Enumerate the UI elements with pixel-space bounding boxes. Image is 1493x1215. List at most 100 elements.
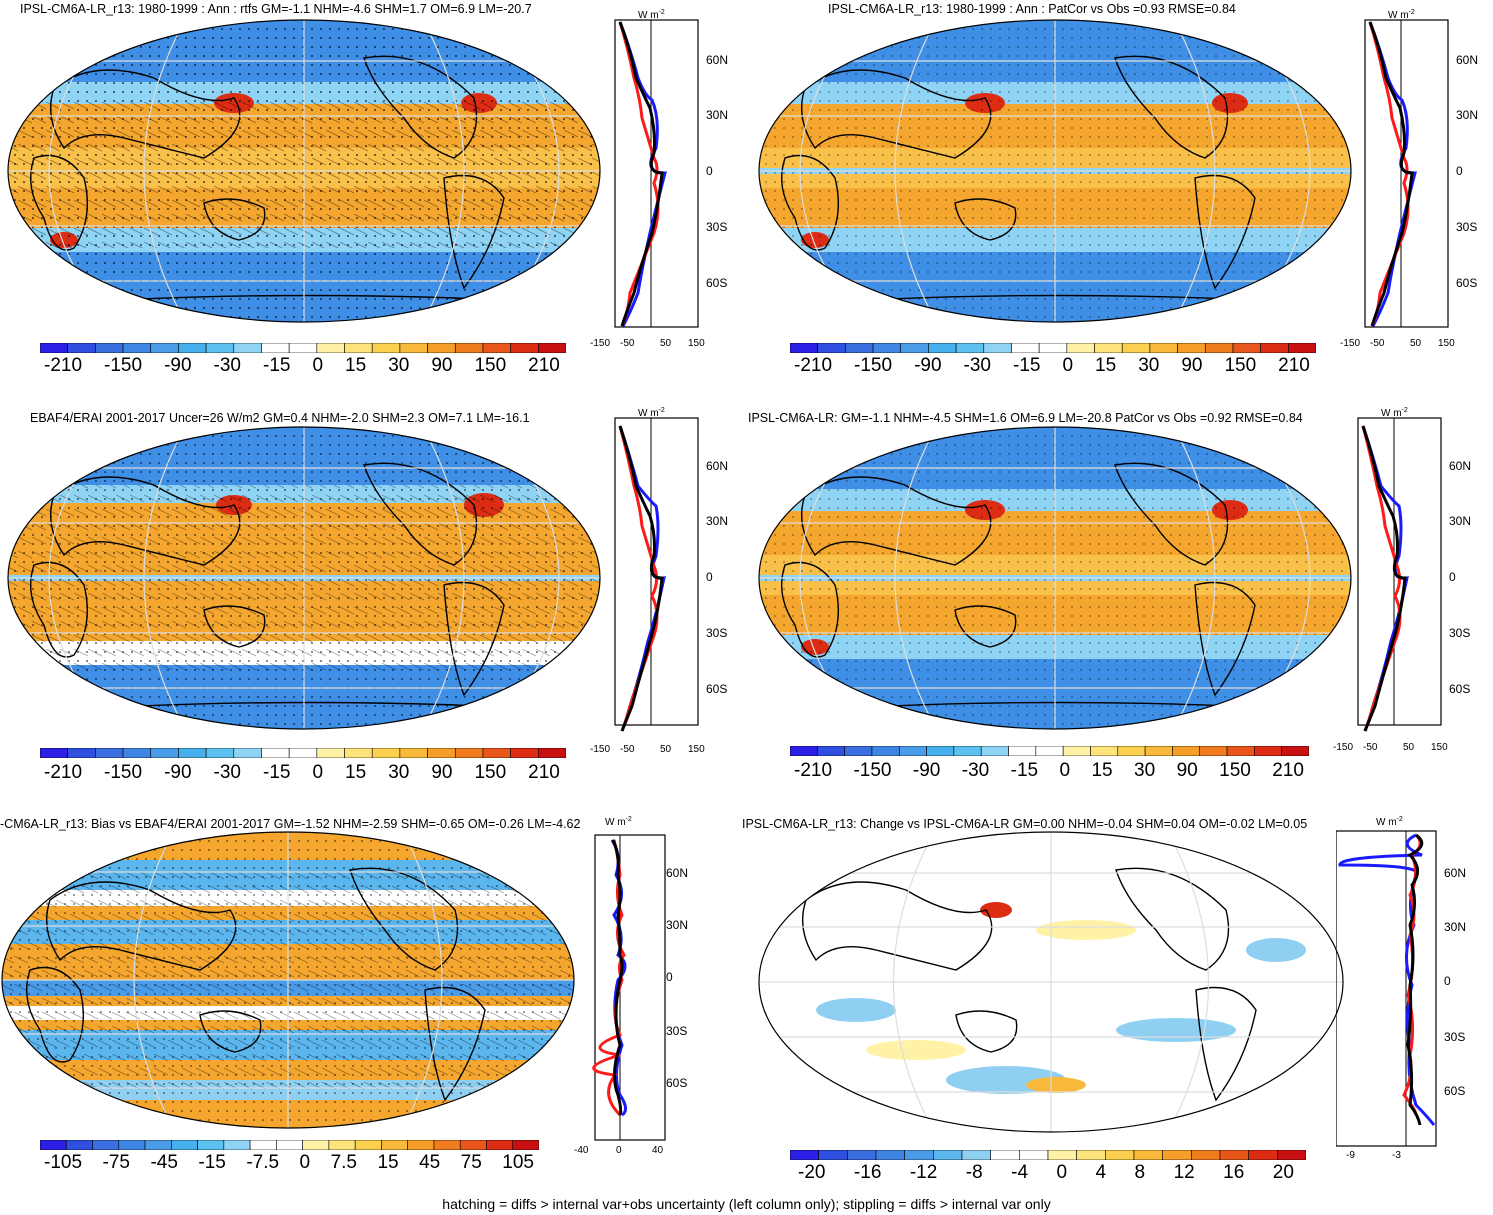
colorbar-swatch — [510, 342, 539, 354]
lat-label-60s: 60S — [1444, 1084, 1465, 1098]
panel-4-colorbar — [789, 743, 1310, 757]
colorbar-swatch — [433, 1139, 461, 1151]
colorbar-swatch — [118, 1139, 146, 1151]
lat-label-60n: 60N — [706, 459, 728, 473]
colorbar-swatch — [178, 342, 207, 354]
colorbar-swatch — [1062, 745, 1091, 757]
lat-label-eq: 0 — [666, 970, 673, 984]
lat-label-30n: 30N — [706, 108, 728, 122]
colorbar-swatch — [427, 747, 456, 759]
colorbar-swatch — [371, 342, 401, 354]
colorbar-swatch — [371, 747, 401, 759]
colorbar-swatch — [1149, 342, 1178, 354]
colorbar-swatch — [789, 342, 818, 354]
lat-label-30s: 30S — [1449, 626, 1470, 640]
x-tick: -3 — [1392, 1150, 1401, 1160]
colorbar-swatch — [482, 342, 511, 354]
lat-label-30n: 30N — [666, 918, 688, 932]
colorbar-swatch — [459, 1139, 487, 1151]
colorbar-swatch — [872, 342, 902, 354]
panel-5-zonal-profile: W m-2 60N 30N 0 30S 60S -40 0 40 — [560, 815, 710, 1160]
colorbar-swatch — [288, 342, 318, 354]
panel-2-title: IPSL-CM6A-LR_r13: 1980-1999 : Ann : PatC… — [828, 2, 1236, 16]
panel-4-zonal-profile: W m-2 60N 30N 0 30S 60S -150 -50 50 150 — [1333, 406, 1493, 757]
colorbar-swatch — [844, 745, 873, 757]
colorbar-swatch — [39, 1139, 67, 1151]
lat-label-eq: 0 — [706, 570, 713, 584]
panel-1-colorbar-labels: -210 -150 -90 -30 -15 0 15 30 90 150 210 — [44, 355, 560, 376]
colorbar-swatch — [1226, 745, 1255, 757]
colorbar-swatch — [1035, 745, 1064, 757]
footnote: hatching = diffs > internal var+obs unce… — [442, 1196, 1051, 1212]
colorbar-swatch — [789, 745, 818, 757]
colorbar-swatch — [1094, 342, 1123, 354]
colorbar-swatch — [95, 342, 124, 354]
colorbar-swatch — [39, 747, 68, 759]
lat-label-60s: 60S — [1456, 276, 1477, 290]
colorbar-swatch — [875, 1149, 905, 1161]
colorbar-swatch — [955, 342, 985, 354]
panel-3-zonal-profile: W m-2 60N 30N 0 30S 60S -150 -50 50 150 — [590, 406, 750, 757]
colorbar-swatch — [344, 747, 373, 759]
x-tick: 150 — [1438, 338, 1455, 349]
colorbar-swatch — [328, 1139, 356, 1151]
colorbar-swatch — [205, 747, 235, 759]
colorbar-swatch — [1066, 342, 1095, 354]
colorbar-swatch — [1288, 342, 1317, 354]
panel-6-colorbar — [789, 1147, 1307, 1161]
colorbar-swatch — [1277, 1149, 1307, 1161]
colorbar-swatch — [150, 342, 179, 354]
lat-label-30s: 30S — [706, 626, 727, 640]
colorbar-swatch — [381, 1139, 408, 1151]
x-tick: -50 — [1370, 338, 1385, 349]
colorbar-swatch — [178, 747, 207, 759]
colorbar-swatch — [933, 1149, 963, 1161]
colorbar-swatch — [1105, 1149, 1135, 1161]
x-tick: -150 — [590, 338, 610, 349]
lat-label-30n: 30N — [1449, 514, 1471, 528]
colorbar-swatch — [67, 342, 96, 354]
panel-3-colorbar-labels: -210 -150 -90 -30 -15 0 15 30 90 150 210 — [44, 762, 560, 783]
lat-label-30n: 30N — [1444, 920, 1466, 934]
colorbar-swatch — [223, 1139, 251, 1151]
colorbar-swatch — [904, 1149, 934, 1161]
colorbar-swatch — [316, 342, 345, 354]
colorbar-swatch — [847, 1149, 877, 1161]
colorbar-swatch — [953, 745, 982, 757]
colorbar-swatch — [205, 342, 235, 354]
colorbar-swatch — [1133, 1149, 1163, 1161]
panel-2-map — [755, 18, 1355, 324]
colorbar-swatch — [482, 747, 511, 759]
colorbar-swatch — [818, 1149, 848, 1161]
panel-3-title: EBAF4/ERAI 2001-2017 Uncer=26 W/m2 GM=0.… — [30, 411, 530, 425]
colorbar-swatch — [538, 747, 567, 759]
panel-6-title: IPSL-CM6A-LR_r13: Change vs IPSL-CM6A-LR… — [742, 817, 1308, 831]
x-tick: 40 — [652, 1145, 664, 1155]
lat-label-30s: 30S — [1444, 1030, 1465, 1044]
colorbar-swatch — [1076, 1149, 1106, 1161]
colorbar-swatch — [65, 1139, 93, 1151]
x-tick: 50 — [660, 744, 672, 752]
x-tick: -150 — [590, 744, 610, 752]
colorbar-swatch — [486, 1139, 514, 1151]
colorbar-swatch — [233, 747, 262, 759]
x-tick: -150 — [1333, 742, 1353, 752]
colorbar-swatch — [900, 342, 929, 354]
x-tick: 50 — [1403, 742, 1415, 752]
lat-label-30s: 30S — [706, 220, 727, 234]
colorbar-swatch — [1204, 342, 1234, 354]
lat-label-30n: 30N — [706, 514, 728, 528]
colorbar-swatch — [316, 747, 345, 759]
panel-5-colorbar — [39, 1137, 540, 1151]
colorbar-swatch — [1144, 745, 1173, 757]
colorbar-swatch — [302, 1139, 330, 1151]
colorbar-swatch — [122, 747, 152, 759]
panel-1-units: W m-2 — [638, 9, 665, 21]
x-tick: 150 — [1431, 742, 1448, 752]
panel-3-units: W m-2 — [638, 407, 665, 419]
colorbar-swatch — [171, 1139, 198, 1151]
lat-label-60n: 60N — [706, 53, 728, 67]
colorbar-swatch — [454, 747, 484, 759]
panel-2-units: W m-2 — [1388, 9, 1415, 21]
colorbar-swatch — [961, 1149, 991, 1161]
